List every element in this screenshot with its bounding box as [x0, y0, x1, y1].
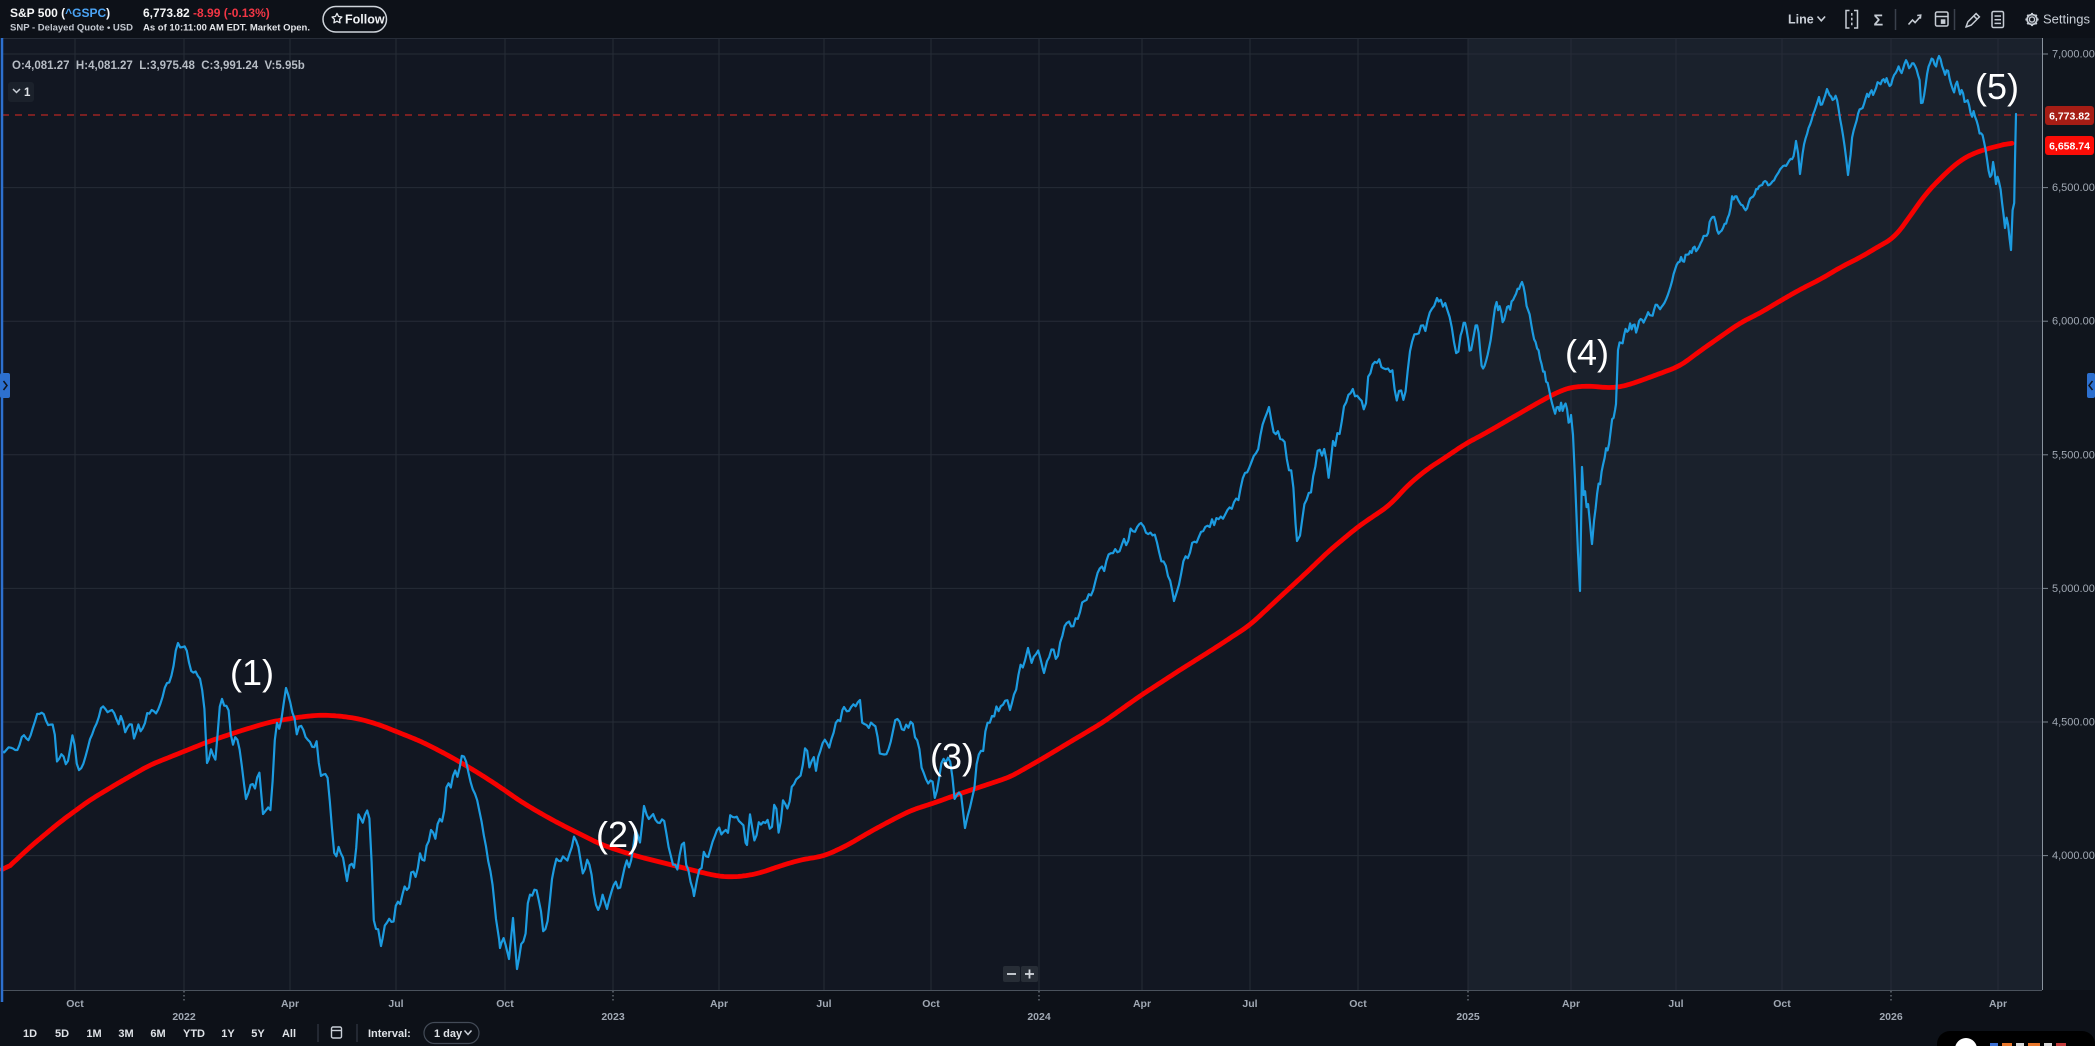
- svg-text:Apr: Apr: [1133, 998, 1151, 1010]
- svg-text:Oct: Oct: [496, 998, 514, 1010]
- svg-text:1Y: 1Y: [221, 1028, 235, 1040]
- svg-text:(1): (1): [230, 652, 274, 693]
- svg-text:2022: 2022: [172, 1011, 196, 1023]
- svg-text:Interval:: Interval:: [368, 1028, 411, 1040]
- svg-text:5Y: 5Y: [251, 1028, 265, 1040]
- svg-text:Jul: Jul: [388, 998, 403, 1010]
- svg-text:(3): (3): [930, 736, 974, 777]
- svg-text:5,500.00: 5,500.00: [2052, 449, 2095, 461]
- svg-text:Jul: Jul: [816, 998, 831, 1010]
- svg-text:Apr: Apr: [710, 998, 728, 1010]
- svg-text:6,773.82 -8.99 (-0.13%): 6,773.82 -8.99 (-0.13%): [143, 6, 270, 20]
- svg-text:Oct: Oct: [922, 998, 940, 1010]
- svg-text:All: All: [282, 1028, 296, 1040]
- svg-text:1 day: 1 day: [434, 1028, 463, 1040]
- svg-text:6,000.00: 6,000.00: [2052, 316, 2095, 328]
- svg-text:1: 1: [24, 87, 31, 99]
- svg-text:4,500.00: 4,500.00: [2052, 717, 2095, 729]
- svg-text:7,000.00: 7,000.00: [2052, 49, 2095, 61]
- svg-text:YTD: YTD: [183, 1028, 205, 1040]
- svg-text:Apr: Apr: [1989, 998, 2007, 1010]
- svg-text:3M: 3M: [118, 1028, 133, 1040]
- svg-text:5,000.00: 5,000.00: [2052, 583, 2095, 595]
- svg-text:6,658.74: 6,658.74: [2049, 141, 2090, 153]
- svg-text:SNP - Delayed Quote • USD: SNP - Delayed Quote • USD: [10, 23, 133, 34]
- svg-text:S&P 500 (^GSPC): S&P 500 (^GSPC): [10, 6, 110, 20]
- svg-text:6M: 6M: [150, 1028, 165, 1040]
- svg-text:Apr: Apr: [1562, 998, 1580, 1010]
- svg-text:Oct: Oct: [1349, 998, 1367, 1010]
- svg-text:6,773.82: 6,773.82: [2049, 111, 2090, 123]
- svg-text:Line: Line: [1788, 13, 1814, 27]
- svg-text:Settings: Settings: [2043, 12, 2090, 27]
- svg-text:2024: 2024: [1027, 1011, 1051, 1023]
- svg-text:Apr: Apr: [281, 998, 299, 1010]
- svg-text:2025: 2025: [1456, 1011, 1480, 1023]
- svg-text:5D: 5D: [55, 1028, 69, 1040]
- svg-text:1M: 1M: [86, 1028, 101, 1040]
- svg-text:Oct: Oct: [1773, 998, 1791, 1010]
- svg-text:(4): (4): [1565, 332, 1609, 373]
- svg-text:Σ: Σ: [1874, 13, 1884, 30]
- svg-text:Follow: Follow: [345, 13, 385, 27]
- svg-text:2026: 2026: [1879, 1011, 1903, 1023]
- svg-text:(5): (5): [1975, 66, 2019, 107]
- svg-text:Jul: Jul: [1242, 998, 1257, 1010]
- svg-text:1D: 1D: [23, 1028, 37, 1040]
- svg-text:4,000.00: 4,000.00: [2052, 850, 2095, 862]
- svg-text:Oct: Oct: [66, 998, 84, 1010]
- svg-text:As of 10:11:00 AM EDT. Market: As of 10:11:00 AM EDT. Market Open.: [143, 23, 310, 34]
- svg-text:Jul: Jul: [1668, 998, 1683, 1010]
- svg-text:O:4,081.27 H:4,081.27 L:3,97: O:4,081.27 H:4,081.27 L:3,975.48 C:3,991…: [12, 60, 305, 72]
- svg-text:(2): (2): [596, 814, 640, 855]
- svg-text:6,500.00: 6,500.00: [2052, 182, 2095, 194]
- svg-text:2023: 2023: [601, 1011, 625, 1023]
